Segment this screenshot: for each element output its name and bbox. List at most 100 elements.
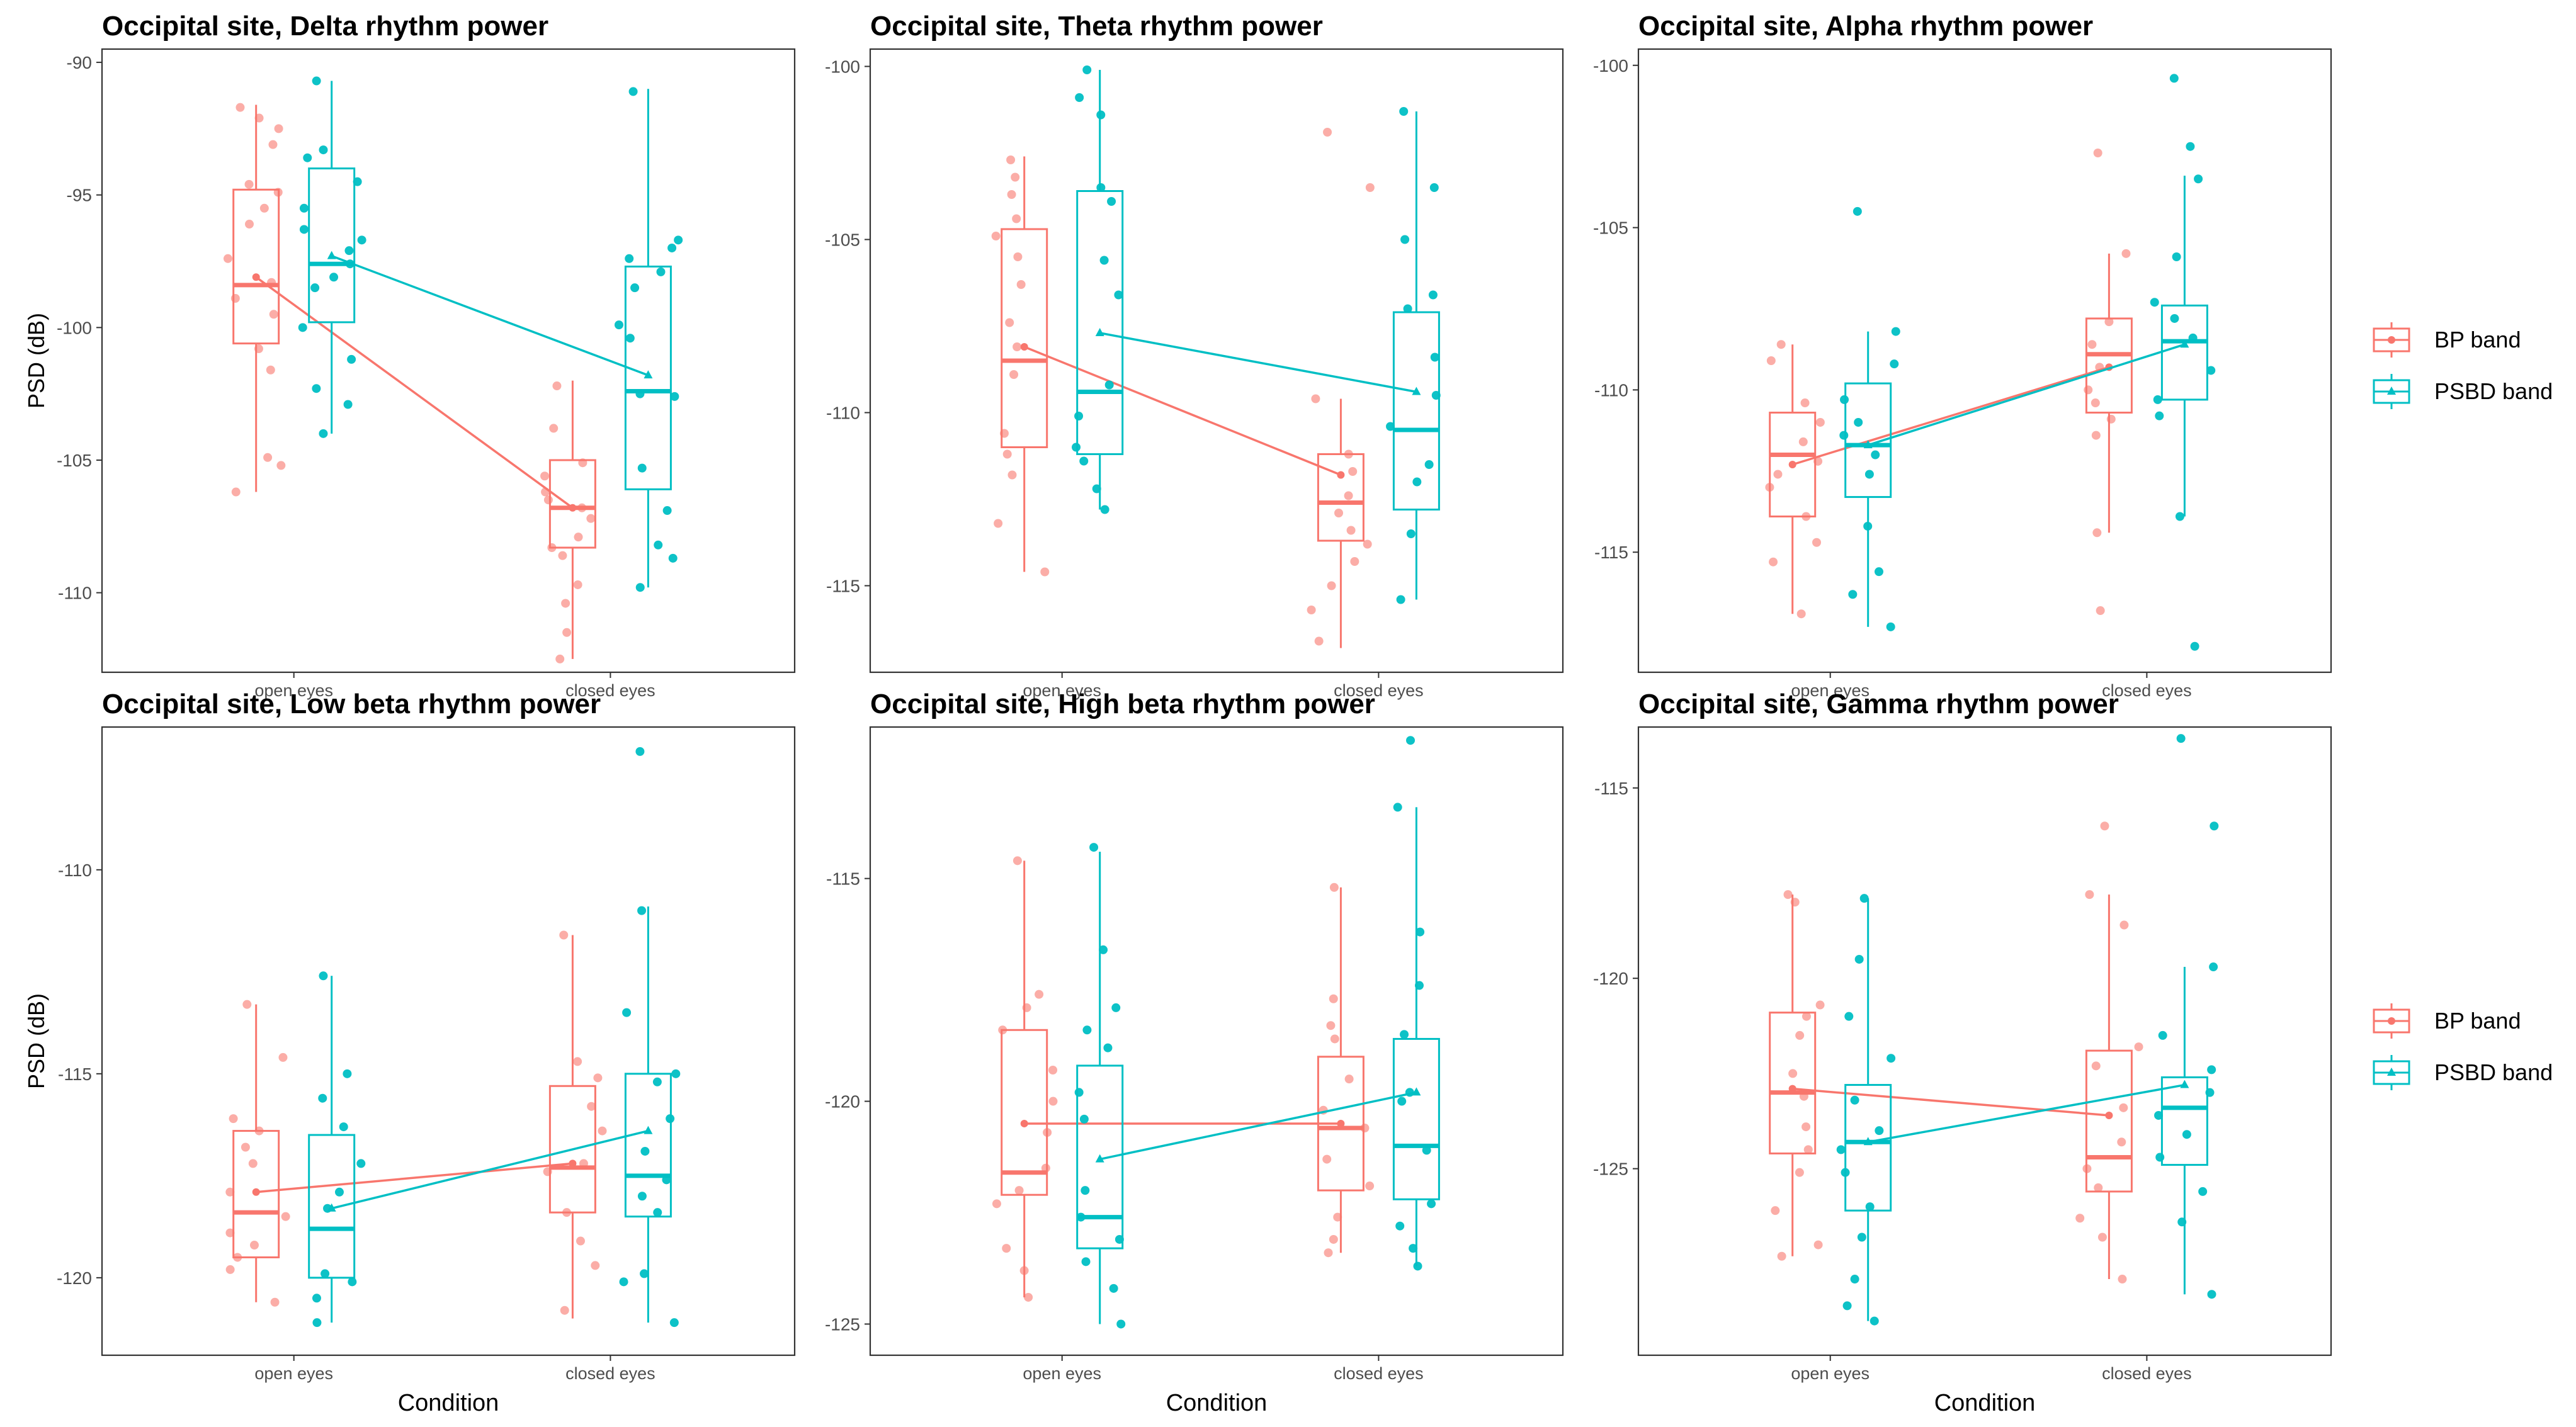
data-point bbox=[1348, 467, 1358, 476]
x-tick-label: closed eyes bbox=[1334, 681, 1424, 700]
panel-3: Occipital site, Alpha rhythm power -100 -1… bbox=[1593, 11, 2332, 700]
data-point bbox=[2094, 1183, 2103, 1192]
data-point bbox=[1870, 1316, 1879, 1326]
series-psbd bbox=[1839, 74, 2216, 651]
data-point bbox=[2134, 1042, 2143, 1052]
x-tick-label: open eyes bbox=[1023, 681, 1101, 700]
data-point bbox=[561, 599, 570, 608]
data-point bbox=[1795, 1168, 1804, 1177]
data-point bbox=[1812, 538, 1822, 547]
y-tick-label: -110 bbox=[826, 403, 860, 423]
series-psbd bbox=[298, 76, 683, 592]
series-bp bbox=[223, 103, 596, 663]
panel-border bbox=[869, 726, 1564, 1356]
y-tick-label: -110 bbox=[1594, 380, 1628, 400]
data-point bbox=[1329, 1234, 1338, 1244]
data-point bbox=[233, 1253, 242, 1262]
legend-label: PSBD band bbox=[2434, 1059, 2553, 1085]
data-point bbox=[1103, 1043, 1113, 1052]
legend-key-marker bbox=[2387, 1068, 2396, 1076]
data-point bbox=[2119, 1103, 2128, 1112]
x-axis-label: Condition bbox=[398, 1390, 499, 1416]
data-point bbox=[587, 1102, 596, 1111]
data-point bbox=[1330, 1034, 1339, 1044]
data-point bbox=[230, 294, 240, 303]
data-point bbox=[312, 76, 321, 86]
data-point bbox=[223, 254, 232, 263]
boxplot bbox=[624, 89, 672, 588]
data-point bbox=[1875, 1126, 1884, 1136]
data-point bbox=[549, 424, 559, 433]
data-point bbox=[254, 344, 263, 354]
panel-border bbox=[1637, 726, 2332, 1356]
mean-marker bbox=[644, 370, 653, 379]
data-point bbox=[1865, 1202, 1875, 1212]
data-point bbox=[1874, 567, 1883, 577]
data-point bbox=[1048, 1097, 1058, 1106]
data-point bbox=[1082, 65, 1092, 74]
data-point bbox=[267, 278, 276, 287]
y-tick-label: -115 bbox=[826, 577, 860, 596]
mean-line bbox=[1099, 1091, 1417, 1161]
data-point bbox=[543, 1167, 552, 1176]
mean-marker bbox=[1337, 471, 1345, 479]
data-point bbox=[343, 400, 353, 409]
mean-marker bbox=[2180, 1080, 2189, 1088]
data-point bbox=[2118, 1275, 2127, 1284]
data-point bbox=[242, 1000, 252, 1009]
data-point bbox=[266, 365, 275, 375]
data-point bbox=[2097, 1232, 2107, 1242]
data-point bbox=[591, 1261, 600, 1270]
data-point bbox=[1399, 107, 1409, 116]
data-point bbox=[1311, 394, 1320, 403]
data-point bbox=[1393, 803, 1402, 812]
mean-line bbox=[331, 1129, 649, 1210]
data-point bbox=[1769, 557, 1778, 567]
data-point bbox=[357, 235, 366, 245]
x-tick-label: closed eyes bbox=[2102, 681, 2192, 700]
data-point bbox=[2210, 821, 2219, 831]
data-point bbox=[1016, 280, 1026, 289]
boxplot bbox=[1001, 860, 1048, 1297]
panel-title: Occipital site, High beta rhythm power bbox=[870, 689, 1375, 719]
y-tick-label: -105 bbox=[57, 451, 92, 470]
data-point bbox=[244, 179, 254, 189]
data-point bbox=[674, 235, 683, 245]
data-point bbox=[1414, 981, 1424, 990]
y-tick-label: -120 bbox=[825, 1092, 860, 1112]
data-point bbox=[614, 320, 623, 330]
data-point bbox=[653, 1208, 662, 1217]
boxplot bbox=[548, 935, 596, 1319]
legend-item-bp: BP band bbox=[2373, 1003, 2521, 1039]
data-point bbox=[1007, 470, 1017, 480]
data-point bbox=[625, 254, 634, 263]
mean-marker bbox=[1788, 461, 1796, 468]
data-point bbox=[1002, 449, 1012, 459]
data-point bbox=[1005, 318, 1014, 327]
data-point bbox=[1412, 477, 1422, 487]
y-tick-label: -125 bbox=[825, 1314, 860, 1334]
data-point bbox=[2176, 734, 2186, 743]
data-point bbox=[1072, 443, 1081, 452]
data-point bbox=[671, 1069, 681, 1078]
data-point bbox=[640, 1146, 650, 1156]
data-point bbox=[2207, 1065, 2216, 1074]
data-point bbox=[1815, 1000, 1825, 1010]
data-point bbox=[670, 392, 679, 401]
data-point bbox=[274, 124, 283, 133]
data-point bbox=[343, 1069, 352, 1078]
data-point bbox=[573, 580, 582, 589]
mean-marker bbox=[252, 273, 260, 281]
data-point bbox=[1799, 1091, 1808, 1101]
box bbox=[308, 167, 356, 324]
data-point bbox=[2190, 641, 2199, 651]
data-point bbox=[235, 103, 245, 112]
data-point bbox=[2207, 1290, 2216, 1299]
panel-border bbox=[101, 726, 796, 1356]
data-point bbox=[552, 381, 562, 391]
data-point bbox=[1344, 449, 1353, 459]
data-point bbox=[268, 140, 278, 149]
data-point bbox=[1011, 172, 1020, 182]
mean-marker bbox=[1863, 440, 1873, 449]
panel-title: Occipital site, Theta rhythm power bbox=[870, 11, 1323, 42]
